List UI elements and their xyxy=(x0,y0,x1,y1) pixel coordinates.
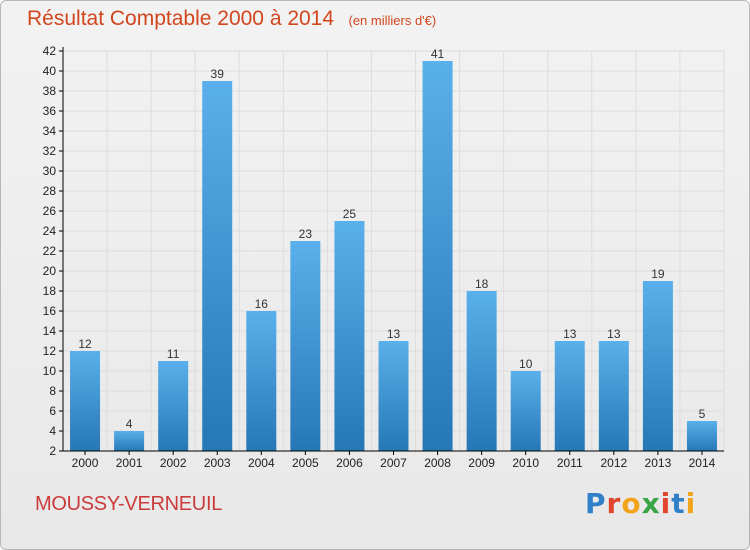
bar xyxy=(334,221,365,451)
bar xyxy=(686,421,717,451)
data-label: 23 xyxy=(299,227,313,241)
x-tick-label: 2003 xyxy=(204,456,231,470)
logo-letter: r xyxy=(606,487,622,520)
data-label: 16 xyxy=(255,297,269,311)
data-label: 25 xyxy=(343,207,357,221)
y-tick-label: 36 xyxy=(43,104,57,118)
y-tick-label: 30 xyxy=(43,164,57,178)
y-tick-label: 28 xyxy=(43,184,57,198)
data-label: 39 xyxy=(211,67,225,81)
bar xyxy=(422,61,453,451)
logo-letter: P xyxy=(585,487,607,520)
bar xyxy=(158,361,189,451)
y-tick-label: 6 xyxy=(49,404,56,418)
logo-letter: i xyxy=(660,487,672,520)
x-tick-label: 2001 xyxy=(116,456,143,470)
bar xyxy=(70,351,101,451)
y-tick-label: 20 xyxy=(43,264,57,278)
y-tick-label: 24 xyxy=(43,224,57,238)
data-label: 10 xyxy=(519,357,533,371)
bars: 12 4 11 39 16 23 25 13 41 18 10 13 13 19 5 xyxy=(70,47,717,451)
y-tick-label: 4 xyxy=(49,424,56,438)
data-label: 11 xyxy=(167,347,180,361)
chart-subtitle: (en milliers d'€) xyxy=(348,13,437,28)
proxiti-logo: Proxiti xyxy=(585,487,696,520)
y-tick-label: 34 xyxy=(43,124,57,138)
x-tick-label: 2008 xyxy=(424,456,451,470)
data-label: 4 xyxy=(126,417,133,431)
data-label: 13 xyxy=(607,327,621,341)
data-label: 13 xyxy=(563,327,577,341)
x-tick-label: 2002 xyxy=(160,456,187,470)
y-tick-label: 26 xyxy=(43,204,57,218)
bar xyxy=(202,81,233,451)
y-tick-label: 38 xyxy=(43,84,57,98)
bar xyxy=(290,241,321,451)
data-label: 41 xyxy=(431,47,445,61)
logo-letter: t xyxy=(671,487,686,520)
logo-letter: x xyxy=(641,487,661,520)
logo-letter: i xyxy=(685,487,697,520)
bar xyxy=(466,291,497,451)
bar xyxy=(642,281,673,451)
y-tick-label: 18 xyxy=(43,284,57,298)
y-tick-label: 22 xyxy=(43,244,57,258)
data-label: 12 xyxy=(78,337,92,351)
bar xyxy=(598,341,629,451)
bar xyxy=(554,341,585,451)
x-tick-label: 2005 xyxy=(292,456,319,470)
bar xyxy=(246,311,277,451)
data-label: 18 xyxy=(475,277,489,291)
bar xyxy=(114,431,145,451)
data-label: 19 xyxy=(651,267,665,281)
y-tick-label: 32 xyxy=(43,144,57,158)
data-label: 13 xyxy=(387,327,401,341)
x-tick-label: 2010 xyxy=(512,456,539,470)
chart-title-block: Résultat Comptable 2000 à 2014 (en milli… xyxy=(27,7,436,31)
x-tick-label: 2006 xyxy=(336,456,363,470)
x-tick-label: 2000 xyxy=(72,456,99,470)
x-tick-label: 2007 xyxy=(380,456,407,470)
y-tick-label: 42 xyxy=(43,44,57,58)
commune-name: MOUSSY-VERNEUIL xyxy=(35,493,223,515)
x-tick-label: 2012 xyxy=(600,456,627,470)
x-tick-label: 2013 xyxy=(645,456,672,470)
x-axis: 2000 2001 2002 2003 2004 2005 2006 2007 2008 2009… xyxy=(63,450,724,470)
y-tick-label: 14 xyxy=(43,324,57,338)
y-tick-label: 10 xyxy=(43,364,57,378)
y-tick-label: 12 xyxy=(43,344,57,358)
y-tick-label: 2 xyxy=(49,444,56,458)
logo-letter: o xyxy=(621,487,642,520)
chart-title: Résultat Comptable 2000 à 2014 xyxy=(27,7,335,30)
y-tick-label: 16 xyxy=(43,304,57,318)
x-tick-label: 2009 xyxy=(468,456,495,470)
bar xyxy=(378,341,409,451)
data-label: 5 xyxy=(699,407,706,421)
x-tick-label: 2014 xyxy=(689,456,716,470)
bar xyxy=(510,371,541,451)
y-tick-label: 8 xyxy=(49,384,56,398)
x-tick-label: 2011 xyxy=(557,456,583,470)
y-tick-label: 40 xyxy=(43,64,57,78)
x-tick-label: 2004 xyxy=(248,456,275,470)
